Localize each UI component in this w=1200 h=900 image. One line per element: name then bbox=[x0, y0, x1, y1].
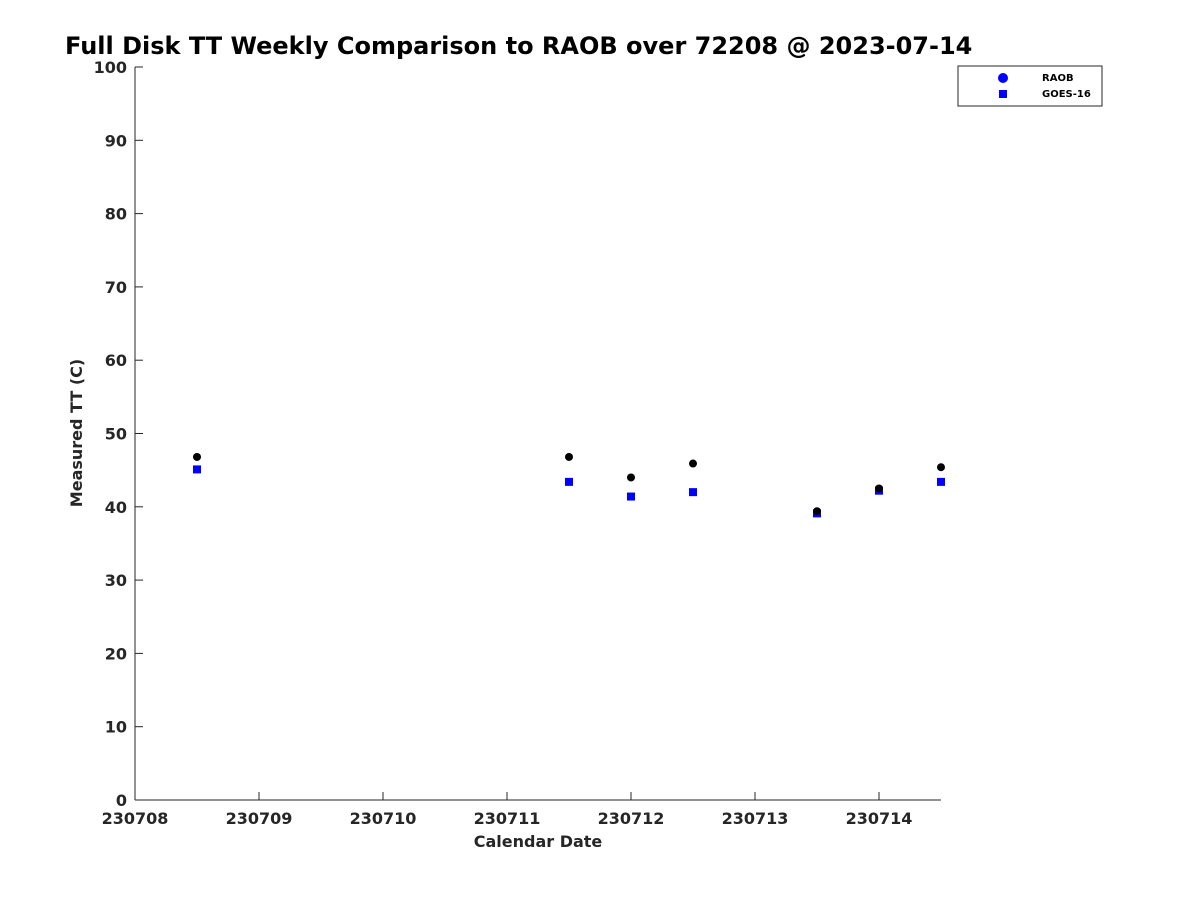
raob-point bbox=[193, 452, 201, 461]
x-tick-label: 230709 bbox=[226, 809, 293, 828]
raob-point bbox=[813, 507, 821, 516]
chart-title: Full Disk TT Weekly Comparison to RAOB o… bbox=[65, 32, 972, 60]
legend: RAOB GOES-16 bbox=[957, 65, 1103, 107]
legend-goes-label: GOES-16 bbox=[1042, 89, 1091, 100]
y-tick-label: 90 bbox=[105, 131, 127, 150]
y-tick-label: 0 bbox=[116, 791, 127, 810]
x-tick-label: 230711 bbox=[474, 809, 541, 828]
legend-goes-marker bbox=[999, 90, 1007, 98]
legend-raob-marker bbox=[998, 73, 1008, 83]
y-axis-label: Measured TT (C) bbox=[67, 359, 86, 507]
x-tick-label: 230712 bbox=[598, 809, 665, 828]
raob-point bbox=[565, 452, 573, 461]
y-tick-label: 60 bbox=[105, 351, 127, 370]
x-axis-label: Calendar Date bbox=[474, 832, 603, 851]
y-tick-label: 10 bbox=[105, 718, 127, 737]
legend-box bbox=[957, 65, 1103, 107]
axes: 230708 230709 230710 230711 230712 230713 2307… bbox=[94, 58, 941, 828]
raob-point bbox=[875, 484, 883, 493]
y-tick-label: 70 bbox=[105, 278, 127, 297]
raob-point bbox=[689, 459, 697, 468]
y-tick-label: 30 bbox=[105, 571, 127, 590]
goes-16-point bbox=[565, 477, 573, 486]
x-tick-label: 230710 bbox=[350, 809, 417, 828]
goes-16-point bbox=[689, 488, 697, 497]
raob-point bbox=[937, 463, 945, 472]
legend-raob-label: RAOB bbox=[1042, 73, 1074, 84]
raob-point bbox=[627, 473, 635, 482]
x-tick-label: 230713 bbox=[722, 809, 789, 828]
goes-16-point bbox=[937, 477, 945, 486]
goes-16-point bbox=[627, 492, 635, 501]
x-tick-label: 230708 bbox=[102, 809, 169, 828]
y-tick-label: 50 bbox=[105, 425, 127, 444]
y-tick-label: 20 bbox=[105, 644, 127, 663]
x-tick-label: 230714 bbox=[846, 809, 913, 828]
goes-16-point bbox=[193, 465, 201, 474]
y-tick-label: 40 bbox=[105, 498, 127, 517]
data-marks bbox=[193, 452, 945, 518]
y-tick-label: 100 bbox=[94, 58, 127, 77]
y-tick-label: 80 bbox=[105, 205, 127, 224]
